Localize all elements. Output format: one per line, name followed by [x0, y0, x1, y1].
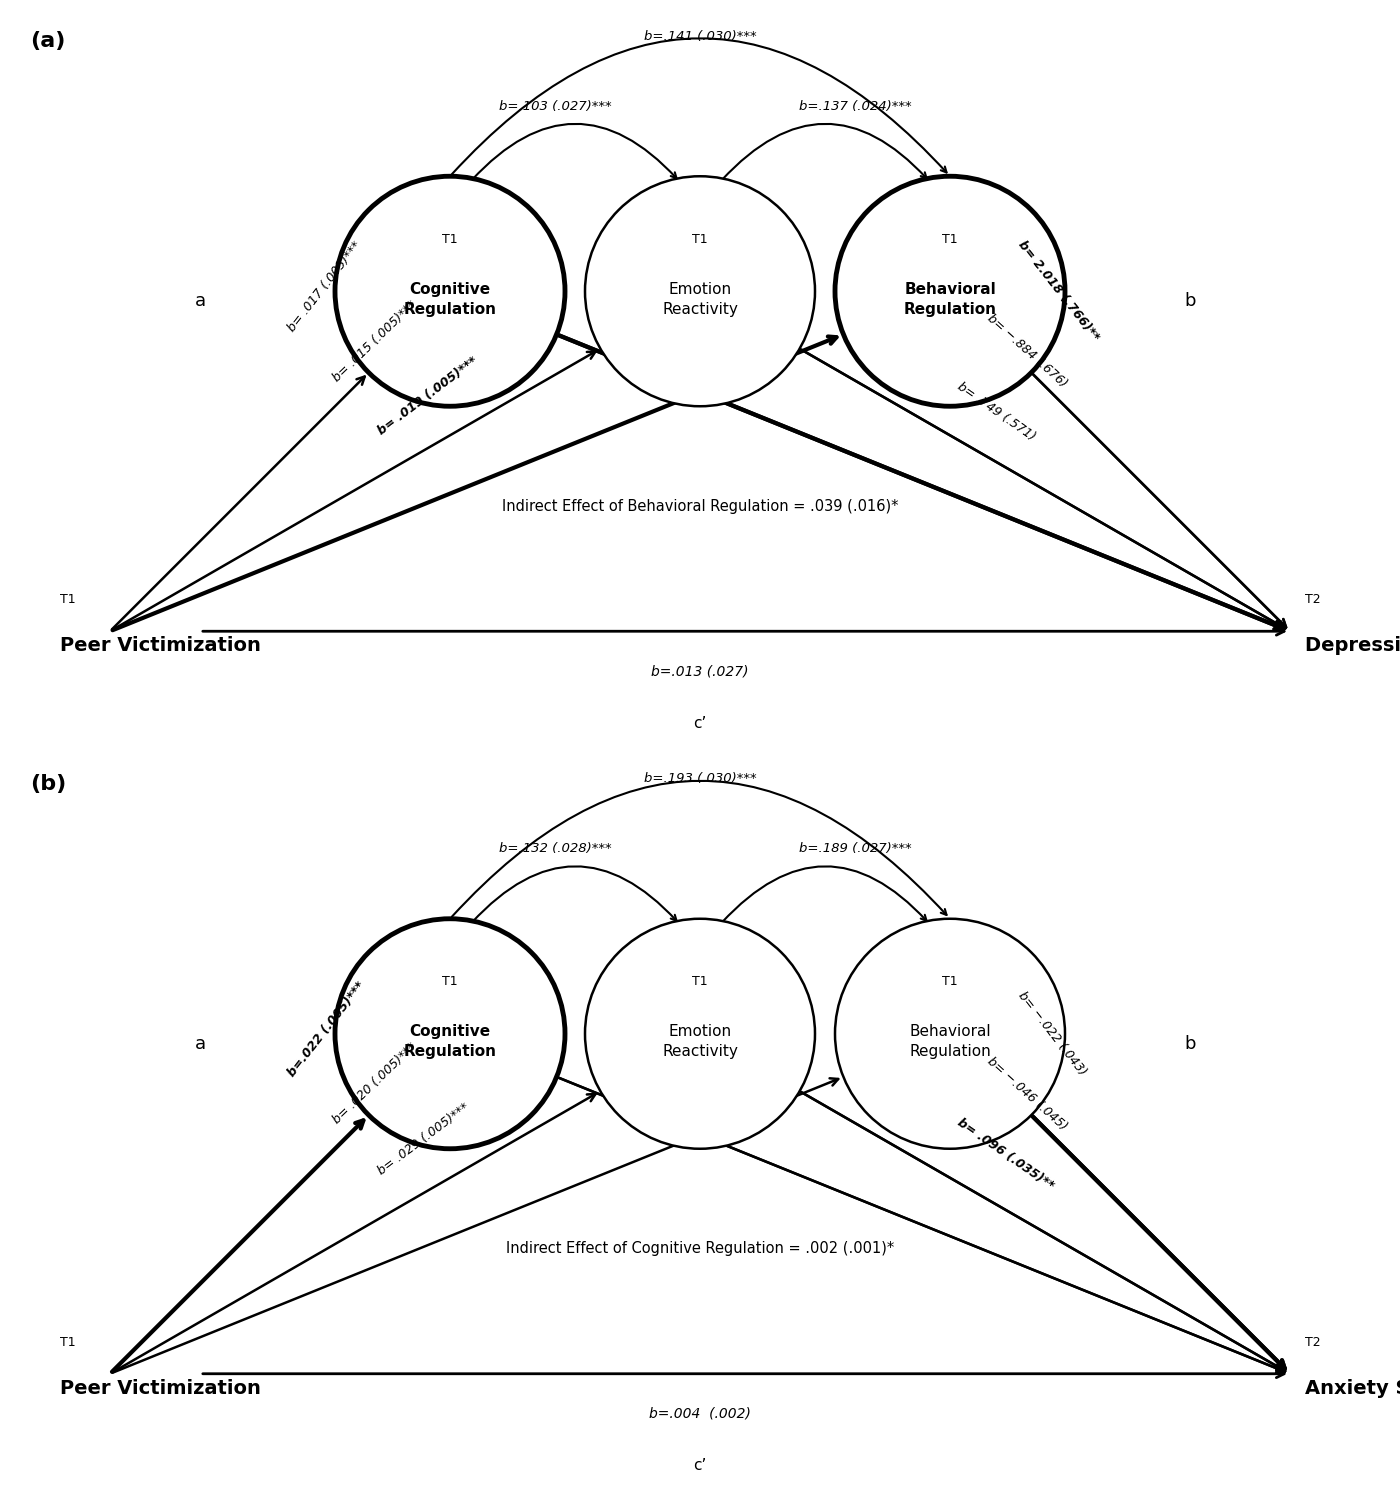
Text: T1: T1	[692, 233, 708, 245]
Circle shape	[834, 177, 1065, 407]
Text: b=.189 (.027)***: b=.189 (.027)***	[798, 842, 911, 855]
FancyArrowPatch shape	[722, 123, 927, 180]
Text: Behavioral
Regulation: Behavioral Regulation	[909, 1025, 991, 1059]
Text: b=.022 (.005)***: b=.022 (.005)***	[286, 979, 367, 1078]
Text: b= −.022 (.043): b= −.022 (.043)	[1015, 989, 1088, 1078]
Text: Peer Victimization: Peer Victimization	[60, 636, 260, 655]
Text: b= 2.018 (.766)**: b= 2.018 (.766)**	[1015, 239, 1102, 345]
Text: b= .749 (.571): b= .749 (.571)	[955, 380, 1037, 443]
Text: b= .017 (.005)***: b= .017 (.005)***	[286, 239, 364, 334]
Text: b: b	[1184, 293, 1196, 310]
Text: Anxiety Symptoms: Anxiety Symptoms	[1305, 1378, 1400, 1397]
Text: b=.132 (.028)***: b=.132 (.028)***	[498, 842, 612, 855]
FancyArrowPatch shape	[452, 39, 946, 174]
Text: Emotion
Reactivity: Emotion Reactivity	[662, 1025, 738, 1059]
Text: b= .015 (.005)***: b= .015 (.005)***	[330, 298, 419, 385]
FancyArrowPatch shape	[472, 123, 676, 180]
Text: a: a	[195, 293, 206, 310]
Text: Emotion
Reactivity: Emotion Reactivity	[662, 282, 738, 316]
FancyArrowPatch shape	[452, 781, 946, 916]
Text: Behavioral
Regulation: Behavioral Regulation	[903, 282, 997, 316]
Text: b: b	[1184, 1035, 1196, 1053]
Text: T1: T1	[442, 233, 458, 245]
Text: b= −.046 (.045): b= −.046 (.045)	[986, 1054, 1070, 1133]
Text: c’: c’	[693, 716, 707, 731]
Text: c’: c’	[693, 1458, 707, 1473]
Circle shape	[585, 919, 815, 1149]
Text: b= .019 (.005)***: b= .019 (.005)***	[375, 355, 480, 438]
Text: T1: T1	[692, 976, 708, 988]
FancyArrowPatch shape	[722, 866, 927, 922]
Text: a: a	[195, 1035, 206, 1053]
Text: T1: T1	[942, 233, 958, 245]
Text: T1: T1	[442, 976, 458, 988]
FancyArrowPatch shape	[472, 866, 676, 922]
Text: Cognitive
Regulation: Cognitive Regulation	[403, 282, 497, 316]
Circle shape	[834, 919, 1065, 1149]
Text: b=.013 (.027): b=.013 (.027)	[651, 664, 749, 679]
Text: T1: T1	[942, 976, 958, 988]
Text: Peer Victimization: Peer Victimization	[60, 1378, 260, 1397]
Text: Depression Symptoms: Depression Symptoms	[1305, 636, 1400, 655]
Circle shape	[335, 177, 566, 407]
Text: T2: T2	[1305, 593, 1320, 606]
Text: Indirect Effect of Behavioral Regulation = .039 (.016)*: Indirect Effect of Behavioral Regulation…	[501, 499, 899, 514]
Text: b=.137 (.024)***: b=.137 (.024)***	[798, 99, 911, 113]
Text: b= .029 (.005)***: b= .029 (.005)***	[375, 1100, 472, 1178]
Text: Indirect Effect of Cognitive Regulation = .002 (.001)*: Indirect Effect of Cognitive Regulation …	[505, 1241, 895, 1256]
Circle shape	[335, 919, 566, 1149]
Text: T1: T1	[60, 593, 76, 606]
Text: (b): (b)	[29, 774, 66, 794]
Text: T1: T1	[60, 1335, 76, 1348]
Text: b=.103 (.027)***: b=.103 (.027)***	[498, 99, 612, 113]
Text: (a): (a)	[29, 31, 66, 52]
Text: b= −.884 (.676): b= −.884 (.676)	[986, 312, 1070, 391]
Text: Cognitive
Regulation: Cognitive Regulation	[403, 1025, 497, 1059]
Text: b=.193 (.030)***: b=.193 (.030)***	[644, 772, 756, 786]
Text: b= .020 (.005)***: b= .020 (.005)***	[330, 1041, 419, 1127]
Text: T2: T2	[1305, 1335, 1320, 1348]
Text: b= .096 (.035)**: b= .096 (.035)**	[955, 1115, 1057, 1192]
Text: b=.141 (.030)***: b=.141 (.030)***	[644, 30, 756, 43]
Text: b=.004  (.002): b=.004 (.002)	[650, 1406, 750, 1421]
Circle shape	[585, 177, 815, 407]
